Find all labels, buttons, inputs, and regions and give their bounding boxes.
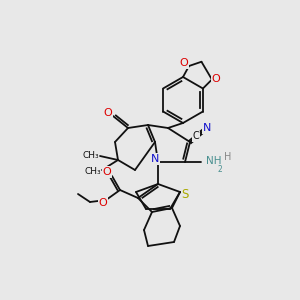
- Text: H: H: [224, 152, 231, 162]
- Text: O: O: [212, 74, 220, 83]
- Text: O: O: [180, 58, 188, 68]
- Text: NH: NH: [206, 156, 221, 166]
- Text: CH₃: CH₃: [82, 151, 99, 160]
- Text: S: S: [181, 188, 189, 202]
- Text: O: O: [103, 108, 112, 118]
- Text: N: N: [202, 123, 211, 134]
- Text: O: O: [99, 198, 107, 208]
- Text: CH₃: CH₃: [84, 167, 101, 176]
- Text: C: C: [193, 131, 199, 141]
- Text: 2: 2: [217, 165, 222, 174]
- Text: N: N: [151, 154, 159, 164]
- Text: O: O: [103, 167, 111, 177]
